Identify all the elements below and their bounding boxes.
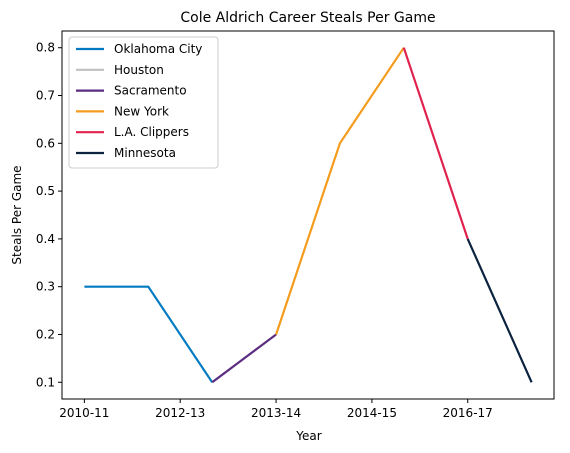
y-tick-label: 0.4 bbox=[36, 232, 55, 246]
y-tick-label: 0.8 bbox=[36, 41, 55, 55]
legend: Oklahoma City Houston Sacramento New York L.… bbox=[68, 36, 219, 169]
y-tick-label: 0.2 bbox=[36, 327, 55, 341]
legend-label: Oklahoma City bbox=[114, 42, 202, 56]
y-tick-label: 0.1 bbox=[36, 375, 55, 389]
series-line-4 bbox=[402, 47, 469, 240]
x-tick-label: 2013-14 bbox=[251, 406, 301, 420]
x-tick-label: 2016-17 bbox=[443, 406, 493, 420]
x-tick-label: 2012-13 bbox=[155, 406, 205, 420]
legend-label: Houston bbox=[114, 63, 164, 77]
plot-frame bbox=[61, 30, 555, 400]
series-line-5 bbox=[466, 238, 533, 383]
x-axis: 2010-11 2012-13 2013-14 2014-15 2016-17 bbox=[59, 399, 493, 420]
series-layer bbox=[84, 47, 533, 384]
x-tick-label: 2010-11 bbox=[59, 406, 109, 420]
chart-title: Cole Aldrich Career Steals Per Game bbox=[180, 10, 435, 26]
series-line-2 bbox=[211, 333, 277, 384]
legend-label: L.A. Clippers bbox=[114, 125, 189, 139]
x-tick-label: 2014-15 bbox=[347, 406, 397, 420]
series-line-0 bbox=[84, 285, 214, 383]
y-axis-label: Steals Per Game bbox=[10, 165, 24, 264]
series-line-3 bbox=[275, 47, 405, 335]
legend-label: New York bbox=[114, 104, 169, 118]
legend-box bbox=[68, 36, 219, 169]
y-tick-label: 0.3 bbox=[36, 280, 55, 294]
legend-label: Minnesota bbox=[114, 146, 176, 160]
legend-label: Sacramento bbox=[114, 84, 187, 98]
y-tick-label: 0.5 bbox=[36, 184, 55, 198]
y-tick-label: 0.6 bbox=[36, 136, 55, 150]
x-axis-label: Year bbox=[295, 429, 321, 443]
y-axis: 0.1 0.2 0.3 0.4 0.5 0.6 0.7 0.8 bbox=[36, 41, 62, 389]
y-tick-label: 0.7 bbox=[36, 89, 55, 103]
